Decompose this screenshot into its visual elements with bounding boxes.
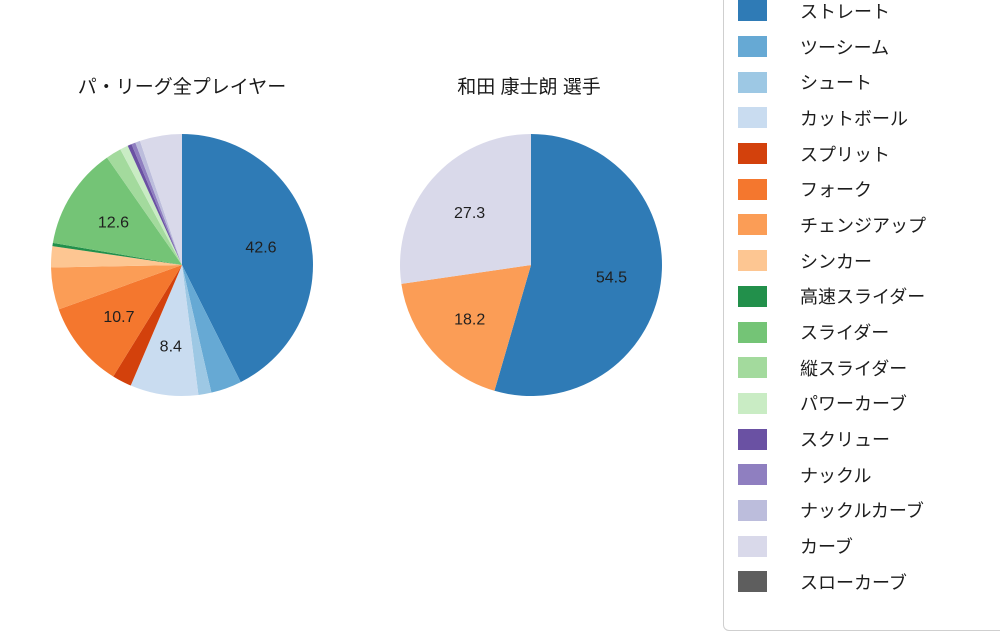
legend-label-ナックル: ナックル bbox=[800, 465, 872, 486]
legend-label-ツーシーム: ツーシーム bbox=[800, 37, 890, 58]
pie-slice-ツーシーム bbox=[182, 265, 241, 393]
legend-swatch-ナックル bbox=[738, 464, 767, 486]
pie-chart-player-wada: 54.5 18.2 27.3 bbox=[400, 134, 662, 396]
legend-label-パワーカーブ: パワーカーブ bbox=[800, 394, 907, 415]
legend-item-ツーシーム: ツーシーム bbox=[738, 29, 1000, 65]
legend-item-フォーク: フォーク bbox=[738, 171, 1000, 207]
pie-value-label-ストレート: 54.5 bbox=[596, 269, 627, 286]
legend-swatch-フォーク bbox=[738, 178, 767, 200]
legend-item-スライダー: スライダー bbox=[738, 314, 1000, 350]
pie-chart-league-all-players: 42.6 8.4 10.7 12.6 bbox=[50, 134, 313, 397]
legend-item-チェンジアップ: チェンジアップ bbox=[738, 207, 1000, 243]
legend-swatch-縦スライダー bbox=[738, 357, 767, 379]
pie-value-label-フォーク: 10.7 bbox=[103, 309, 134, 326]
pie-slice-カーブ bbox=[400, 134, 531, 284]
legend-item-カーブ: カーブ bbox=[738, 528, 1000, 564]
chart-title-league: パ・リーグ全プレイヤー bbox=[77, 77, 287, 98]
pie-slice-シュート bbox=[182, 265, 212, 395]
legend-swatch-パワーカーブ bbox=[738, 392, 767, 414]
pie-slice-チェンジアップ bbox=[401, 265, 531, 391]
chart-canvas: パ・リーグ全プレイヤー 和田 康士朗 選手 42.6 8.4 10.7 12.6 54… bbox=[50, 0, 1000, 631]
legend-item-カットボール: カットボール bbox=[738, 100, 1000, 136]
pie-slice-ナックル bbox=[131, 142, 182, 265]
legend-item-ナックルカーブ: ナックルカーブ bbox=[738, 493, 1000, 529]
chart-title-player: 和田 康士朗 選手 bbox=[457, 77, 601, 98]
legend-swatch-カーブ bbox=[738, 535, 767, 557]
pie-slice-フォーク bbox=[58, 265, 182, 377]
legend-item-高速スライダー: 高速スライダー bbox=[738, 279, 1000, 315]
legend-item-ナックル: ナックル bbox=[738, 457, 1000, 493]
legend-swatch-シュート bbox=[738, 71, 767, 93]
legend-item-スプリット: スプリット bbox=[738, 136, 1000, 172]
pie-slice-縦スライダー bbox=[107, 149, 182, 265]
pie-value-label-チェンジアップ: 18.2 bbox=[454, 311, 485, 328]
legend-label-ナックルカーブ: ナックルカーブ bbox=[800, 501, 924, 522]
legend-label-シンカー: シンカー bbox=[800, 251, 872, 272]
legend-label-縦スライダー: 縦スライダー bbox=[800, 358, 908, 379]
legend-label-シュート: シュート bbox=[800, 73, 872, 94]
legend-label-スライダー: スライダー bbox=[800, 323, 890, 344]
legend-item-縦スライダー: 縦スライダー bbox=[738, 350, 1000, 386]
pie-slice-カットボール bbox=[130, 265, 199, 397]
legend-item-シンカー: シンカー bbox=[738, 243, 1000, 279]
pie-slice-チェンジアップ bbox=[51, 265, 182, 310]
legend-swatch-スライダー bbox=[738, 321, 767, 343]
pie-slice-シンカー bbox=[50, 246, 183, 268]
legend-item-シュート: シュート bbox=[738, 64, 1000, 100]
legend-swatch-ツーシーム bbox=[738, 36, 767, 58]
legend-swatch-シンカー bbox=[738, 250, 767, 272]
legend-swatch-スプリット bbox=[738, 143, 767, 165]
pie-slice-高速スライダー bbox=[52, 242, 183, 265]
legend-item-スクリュー: スクリュー bbox=[738, 421, 1000, 457]
legend-item-スローカーブ: スローカーブ bbox=[738, 564, 1000, 600]
pie-slice-スプリット bbox=[113, 265, 182, 386]
pie-slice-スライダー bbox=[52, 157, 182, 265]
legend-swatch-スローカーブ bbox=[738, 571, 767, 593]
legend-item-ストレート: ストレート bbox=[738, 0, 1000, 29]
legend-label-チェンジアップ: チェンジアップ bbox=[800, 215, 926, 236]
pie-value-label-ストレート: 42.6 bbox=[245, 239, 276, 256]
legend-swatch-高速スライダー bbox=[738, 285, 767, 307]
legend-label-高速スライダー: 高速スライダー bbox=[800, 287, 926, 308]
pie-slice-カーブ bbox=[139, 134, 182, 265]
legend-label-スローカーブ: スローカーブ bbox=[800, 572, 907, 593]
pie-value-label-カットボール: 8.4 bbox=[160, 338, 182, 355]
legend-swatch-スクリュー bbox=[738, 428, 767, 450]
legend-item-パワーカーブ: パワーカーブ bbox=[738, 386, 1000, 422]
legend-label-フォーク: フォーク bbox=[800, 180, 872, 201]
pitch-type-legend: ストレートツーシームシュートカットボール スプリットフォークチェンジアップ シンカー… bbox=[723, 0, 1000, 631]
legend-swatch-チェンジアップ bbox=[738, 214, 767, 236]
legend-swatch-カットボール bbox=[738, 107, 767, 129]
legend-swatch-ナックルカーブ bbox=[738, 499, 767, 521]
legend-swatch-ストレート bbox=[738, 0, 767, 22]
pie-slice-スクリュー bbox=[127, 144, 182, 265]
pie-value-label-スライダー: 12.6 bbox=[98, 215, 129, 232]
legend-label-スプリット: スプリット bbox=[800, 144, 890, 165]
pie-value-label-カーブ: 27.3 bbox=[454, 205, 485, 222]
legend-label-ストレート: ストレート bbox=[800, 1, 890, 22]
pie-slice-パワーカーブ bbox=[120, 145, 182, 265]
legend-label-カーブ: カーブ bbox=[800, 537, 853, 558]
pie-slice-ナックルカーブ bbox=[135, 140, 182, 265]
legend-label-スクリュー: スクリュー bbox=[800, 430, 890, 451]
pie-slice-ストレート bbox=[182, 134, 313, 383]
pie-slice-ストレート bbox=[494, 134, 662, 396]
legend-label-カットボール: カットボール bbox=[800, 108, 908, 129]
